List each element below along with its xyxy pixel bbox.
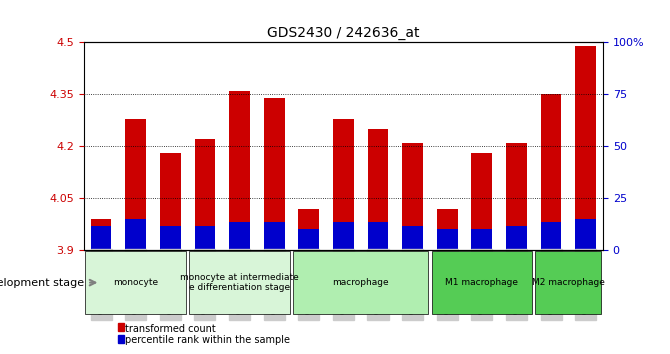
Bar <box>125 219 146 250</box>
Bar <box>368 129 389 250</box>
Text: percentile rank within the sample: percentile rank within the sample <box>125 335 290 346</box>
Bar <box>90 226 111 250</box>
Bar <box>368 222 389 250</box>
Bar <box>194 139 215 250</box>
Text: M2 macrophage: M2 macrophage <box>532 278 605 287</box>
Bar <box>298 229 319 250</box>
FancyBboxPatch shape <box>190 251 289 314</box>
FancyBboxPatch shape <box>86 251 186 314</box>
Text: macrophage: macrophage <box>332 278 389 287</box>
Bar <box>437 229 458 250</box>
Bar <box>264 98 285 250</box>
Text: monocyte at intermediate
e differentiation stage: monocyte at intermediate e differentiati… <box>180 273 299 292</box>
Bar <box>333 222 354 250</box>
Bar <box>402 143 423 250</box>
Bar <box>125 119 146 250</box>
Bar <box>160 226 181 250</box>
Bar <box>402 226 423 250</box>
Bar <box>90 219 111 250</box>
Text: transformed count: transformed count <box>125 324 216 334</box>
Bar <box>264 222 285 250</box>
Bar <box>298 209 319 250</box>
Bar <box>229 222 250 250</box>
FancyBboxPatch shape <box>431 251 532 314</box>
Bar <box>229 91 250 250</box>
FancyBboxPatch shape <box>293 251 428 314</box>
Bar <box>472 229 492 250</box>
Text: M1 macrophage: M1 macrophage <box>446 278 519 287</box>
Text: monocyte: monocyte <box>113 278 158 287</box>
Bar <box>472 153 492 250</box>
Bar <box>194 226 215 250</box>
Bar <box>437 209 458 250</box>
Bar <box>576 219 596 250</box>
Bar <box>506 143 527 250</box>
Bar <box>160 153 181 250</box>
Bar <box>541 222 561 250</box>
Bar <box>506 226 527 250</box>
Title: GDS2430 / 242636_at: GDS2430 / 242636_at <box>267 26 419 40</box>
Bar <box>576 46 596 250</box>
Bar <box>541 95 561 250</box>
Bar <box>119 335 123 343</box>
Bar <box>119 324 123 331</box>
Text: development stage: development stage <box>0 278 84 287</box>
FancyBboxPatch shape <box>535 251 601 314</box>
Bar <box>333 119 354 250</box>
